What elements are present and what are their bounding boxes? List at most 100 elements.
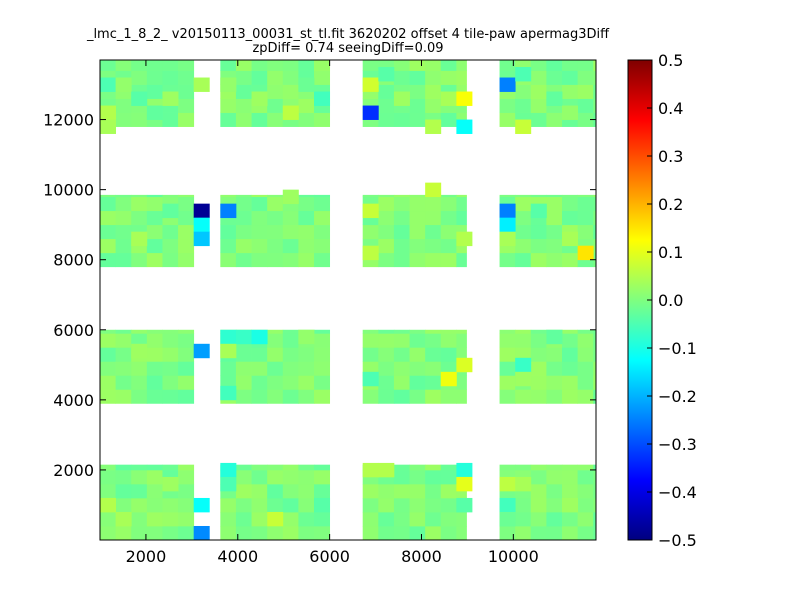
heatmap-cells bbox=[100, 60, 596, 540]
heatmap-cell bbox=[282, 252, 299, 268]
heatmap-cell-highlight bbox=[162, 203, 179, 219]
heatmap-cell bbox=[235, 252, 252, 268]
colorbar-axis: 0.5 0.4 0.3 0.2 0.1 0.0 −0.1 −0.2 −0.3 −0.4 −0.5 bbox=[647, 51, 697, 550]
heatmap-cell bbox=[235, 469, 252, 485]
heatmap-cell bbox=[178, 511, 195, 527]
heatmap-cell-highlight bbox=[193, 203, 210, 219]
heatmap-cell-highlight bbox=[515, 119, 532, 134]
heatmap-cell bbox=[314, 196, 331, 212]
heatmap-cell bbox=[162, 464, 179, 471]
heatmap-cell bbox=[178, 224, 195, 240]
heatmap-cell bbox=[298, 194, 315, 198]
heatmap-cell bbox=[515, 238, 532, 254]
heatmap-cell bbox=[146, 525, 163, 540]
heatmap-cell bbox=[235, 511, 252, 527]
heatmap-cell bbox=[162, 329, 179, 334]
heatmap-cell bbox=[409, 497, 426, 513]
heatmap-cell bbox=[562, 525, 579, 540]
heatmap-cell bbox=[409, 347, 426, 362]
heatmap-cell bbox=[267, 194, 284, 198]
heatmap-cell bbox=[146, 329, 163, 334]
y-tick-label: 4000 bbox=[53, 391, 94, 410]
heatmap-cell bbox=[456, 525, 467, 540]
heatmap-cell bbox=[267, 252, 284, 268]
heatmap-cell bbox=[100, 389, 117, 404]
heatmap-cell bbox=[456, 60, 467, 71]
heatmap-cell bbox=[577, 483, 594, 499]
heatmap-cell bbox=[146, 347, 163, 362]
heatmap-cell bbox=[220, 361, 237, 376]
heatmap-cell bbox=[499, 389, 516, 404]
heatmap-cell-highlight bbox=[562, 497, 579, 513]
heatmap-cell bbox=[393, 194, 410, 198]
heatmap-cell-highlight bbox=[314, 91, 331, 106]
heatmap-cell-highlight bbox=[193, 231, 210, 247]
heatmap-cell bbox=[393, 252, 410, 268]
heatmap-cell bbox=[393, 210, 410, 226]
heatmap-cell bbox=[220, 511, 237, 527]
heatmap-cell bbox=[282, 525, 299, 540]
heatmap-cell bbox=[115, 361, 132, 376]
heatmap-cell bbox=[499, 375, 516, 390]
heatmap-cell bbox=[499, 60, 516, 71]
heatmap-cell bbox=[577, 469, 594, 485]
heatmap-cell bbox=[100, 347, 117, 362]
x-tick-label: 4000 bbox=[217, 547, 258, 566]
heatmap-cell bbox=[593, 70, 596, 85]
heatmap-cell bbox=[593, 361, 596, 376]
heatmap-cell-highlight bbox=[193, 77, 210, 92]
heatmap-cell-highlight bbox=[100, 497, 117, 513]
heatmap-cell bbox=[409, 196, 426, 212]
heatmap-cell-highlight bbox=[362, 245, 379, 261]
heatmap-cell bbox=[409, 224, 426, 240]
heatmap-cell bbox=[409, 194, 426, 198]
heatmap-cell bbox=[362, 60, 379, 71]
heatmap-cell-highlight bbox=[100, 119, 117, 134]
heatmap-cell bbox=[425, 70, 442, 85]
heatmap-cell bbox=[178, 525, 195, 540]
heatmap-cell bbox=[178, 194, 195, 198]
heatmap-cell bbox=[530, 238, 547, 254]
heatmap-cell bbox=[409, 511, 426, 527]
heatmap-cell bbox=[146, 252, 163, 268]
heatmap-cell bbox=[235, 196, 252, 212]
heatmap-cell bbox=[393, 497, 410, 513]
heatmap-cell bbox=[393, 525, 410, 540]
heatmap-cell bbox=[530, 483, 547, 499]
heatmap-cell bbox=[178, 98, 195, 113]
heatmap-cell bbox=[577, 329, 594, 334]
heatmap-cell bbox=[577, 112, 594, 127]
y-tick-label: 12000 bbox=[43, 111, 94, 130]
heatmap-cell bbox=[577, 210, 594, 226]
y-tick-label: 8000 bbox=[53, 251, 94, 270]
heatmap-cell-highlight bbox=[515, 371, 532, 387]
heatmap-cell bbox=[577, 525, 594, 540]
heatmap-cell bbox=[282, 333, 299, 348]
heatmap-cell bbox=[393, 464, 410, 471]
heatmap-cell bbox=[499, 329, 516, 334]
heatmap-cell-highlight bbox=[378, 67, 395, 82]
heatmap-cell bbox=[425, 469, 442, 485]
heatmap-cell bbox=[393, 469, 410, 485]
heatmap-cell bbox=[131, 511, 148, 527]
heatmap-cell-highlight bbox=[115, 77, 132, 92]
heatmap-cell-highlight bbox=[499, 476, 516, 492]
heatmap-cell bbox=[515, 84, 532, 99]
heatmap-cell-highlight bbox=[282, 105, 299, 120]
heatmap-cell bbox=[220, 497, 237, 513]
heatmap-cell bbox=[546, 511, 563, 527]
heatmap-cell bbox=[393, 60, 410, 71]
heatmap-cell bbox=[577, 497, 594, 513]
heatmap-cell bbox=[593, 329, 596, 334]
heatmap-cell-highlight bbox=[282, 189, 299, 205]
heatmap-cell bbox=[100, 361, 117, 376]
heatmap-cell bbox=[267, 98, 284, 113]
heatmap-cell bbox=[178, 329, 195, 334]
heatmap-cell bbox=[146, 483, 163, 499]
heatmap-cell bbox=[515, 497, 532, 513]
heatmap-cell bbox=[393, 238, 410, 254]
heatmap-cell bbox=[393, 511, 410, 527]
heatmap-cell-highlight bbox=[456, 357, 473, 373]
heatmap-cell bbox=[235, 84, 252, 99]
heatmap-cell bbox=[267, 329, 284, 334]
